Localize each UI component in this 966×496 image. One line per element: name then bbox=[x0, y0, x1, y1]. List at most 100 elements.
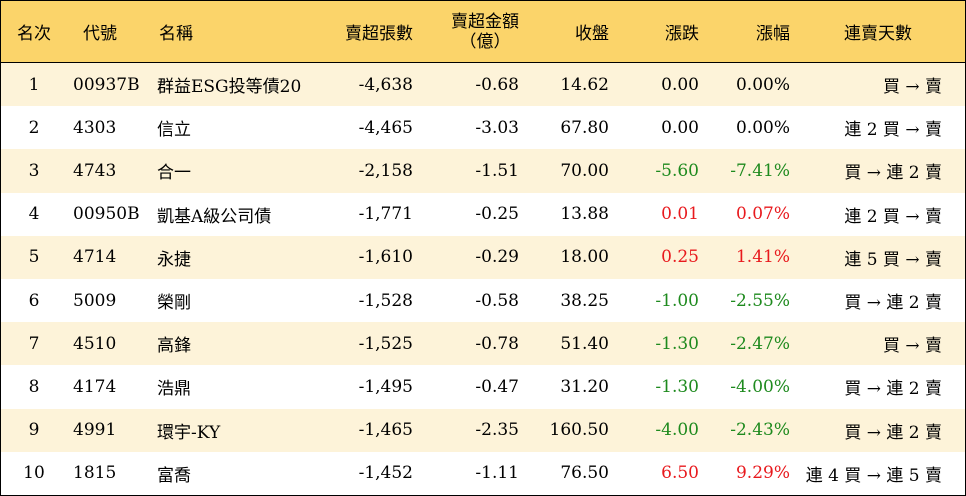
header-name: 名稱 bbox=[159, 24, 193, 44]
row-change: 0.00 bbox=[661, 117, 699, 138]
row-pct: -2.43% bbox=[730, 420, 790, 441]
row-code: 4714 bbox=[73, 247, 117, 268]
row-change: 0.01 bbox=[661, 204, 699, 225]
row-code: 4991 bbox=[73, 420, 117, 441]
row-volume: -1,610 bbox=[358, 247, 413, 268]
row-days: 買 → 賣 bbox=[882, 77, 942, 98]
row-code: 00950B bbox=[73, 204, 140, 225]
table-row: 2 4303 信立 -4,465 -3.03 67.80 0.00 0.00% 連 2 買 → … bbox=[1, 106, 965, 150]
row-code: 4174 bbox=[73, 376, 117, 397]
row-close: 76.50 bbox=[560, 463, 609, 484]
row-rank: 10 bbox=[23, 463, 45, 484]
row-days: 買 → 連 2 賣 bbox=[844, 422, 942, 443]
row-name: 群益ESG投等債20 bbox=[157, 77, 302, 98]
header-amount-line2: （億） bbox=[459, 31, 511, 52]
row-pct: 0.07% bbox=[735, 204, 790, 225]
row-close: 70.00 bbox=[560, 160, 609, 181]
row-rank: 3 bbox=[28, 160, 40, 181]
table-row: 5 4714 永捷 -1,610 -0.29 18.00 0.25 1.41% 連 5 買 → … bbox=[1, 235, 965, 279]
row-days: 連 2 買 → 賣 bbox=[844, 120, 942, 141]
table-body: 1 00937B 群益ESG投等債20 -4,638 -0.68 14.62 0.00 0.0… bbox=[1, 63, 965, 495]
row-close: 51.40 bbox=[560, 333, 609, 354]
row-pct: -2.55% bbox=[730, 290, 790, 311]
header-amount: 賣超金額 （億） bbox=[413, 1, 519, 62]
row-pct: 0.00% bbox=[735, 117, 790, 138]
row-name: 永捷 bbox=[157, 249, 191, 270]
header-change: 漲跌 bbox=[665, 24, 699, 44]
row-code: 5009 bbox=[73, 290, 117, 311]
table-row: 4 00950B 凱基A級公司債 -1,771 -0.25 13.88 0.01 0.07% 連… bbox=[1, 192, 965, 236]
header-volume: 賣超張數 bbox=[345, 24, 413, 44]
row-close: 160.50 bbox=[549, 420, 609, 441]
row-days: 連 2 買 → 賣 bbox=[844, 206, 942, 227]
row-amount: -0.58 bbox=[475, 290, 519, 311]
row-code: 4743 bbox=[73, 160, 117, 181]
header-code: 代號 bbox=[83, 24, 117, 44]
row-volume: -4,638 bbox=[358, 74, 413, 95]
row-rank: 4 bbox=[28, 204, 40, 225]
row-change: 6.50 bbox=[661, 463, 699, 484]
row-amount: -3.03 bbox=[475, 117, 519, 138]
row-amount: -0.78 bbox=[475, 333, 519, 354]
row-change: -1.30 bbox=[655, 333, 699, 354]
row-rank: 8 bbox=[28, 376, 40, 397]
row-code: 4510 bbox=[73, 333, 117, 354]
row-amount: -0.68 bbox=[475, 74, 519, 95]
row-volume: -1,465 bbox=[358, 420, 413, 441]
row-amount: -0.29 bbox=[475, 247, 519, 268]
row-pct: 1.41% bbox=[735, 247, 790, 268]
row-code: 4303 bbox=[73, 117, 117, 138]
row-close: 38.25 bbox=[560, 290, 609, 311]
row-close: 31.20 bbox=[560, 376, 609, 397]
row-name: 環宇-KY bbox=[157, 422, 221, 443]
row-name: 浩鼎 bbox=[157, 379, 191, 400]
header-days: 連賣天數 bbox=[844, 24, 912, 44]
table-row: 1 00937B 群益ESG投等債20 -4,638 -0.68 14.62 0.00 0.0… bbox=[1, 63, 965, 107]
row-close: 18.00 bbox=[560, 247, 609, 268]
table-row: 3 4743 合一 -2,158 -1.51 70.00 -5.60 -7.41% 買 → 連 … bbox=[1, 149, 965, 193]
row-volume: -1,495 bbox=[358, 376, 413, 397]
row-amount: -0.25 bbox=[475, 204, 519, 225]
row-pct: 9.29% bbox=[735, 463, 790, 484]
row-rank: 5 bbox=[28, 247, 40, 268]
row-code: 00937B bbox=[73, 74, 140, 95]
row-pct: -2.47% bbox=[730, 333, 790, 354]
row-close: 67.80 bbox=[560, 117, 609, 138]
header-pct: 漲幅 bbox=[756, 24, 790, 44]
row-close: 14.62 bbox=[560, 74, 609, 95]
row-days: 連 4 買 → 連 5 賣 bbox=[805, 465, 942, 486]
row-rank: 7 bbox=[28, 333, 40, 354]
header-amount-line1: 賣超金額 bbox=[451, 11, 519, 32]
table-header: 名次 代號 名稱 賣超張數 賣超金額 （億） 收盤 漲跌 漲幅 連賣天數 bbox=[1, 1, 965, 63]
row-name: 信立 bbox=[157, 120, 191, 141]
row-days: 買 → 連 2 賣 bbox=[844, 293, 942, 314]
row-days: 買 → 連 2 賣 bbox=[844, 379, 942, 400]
row-name: 高鋒 bbox=[157, 336, 191, 357]
row-rank: 1 bbox=[28, 74, 40, 95]
row-amount: -1.11 bbox=[475, 463, 519, 484]
row-change: -4.00 bbox=[655, 420, 699, 441]
row-volume: -1,452 bbox=[358, 463, 413, 484]
table-row: 10 1815 富喬 -1,452 -1.11 76.50 6.50 9.29% 連 4 買 →… bbox=[1, 451, 965, 495]
row-amount: -2.35 bbox=[475, 420, 519, 441]
table-row: 9 4991 環宇-KY -1,465 -2.35 160.50 -4.00 -2.43% 買 … bbox=[1, 408, 965, 452]
row-change: 0.00 bbox=[661, 74, 699, 95]
header-rank: 名次 bbox=[17, 24, 51, 44]
row-name: 合一 bbox=[157, 163, 191, 184]
row-volume: -1,525 bbox=[358, 333, 413, 354]
row-pct: -4.00% bbox=[730, 376, 790, 397]
row-amount: -0.47 bbox=[475, 376, 519, 397]
row-volume: -2,158 bbox=[358, 160, 413, 181]
row-pct: -7.41% bbox=[730, 160, 790, 181]
row-change: -1.30 bbox=[655, 376, 699, 397]
row-days: 買 → 賣 bbox=[882, 336, 942, 357]
row-name: 榮剛 bbox=[157, 293, 191, 314]
row-days: 買 → 連 2 賣 bbox=[844, 163, 942, 184]
row-name: 富喬 bbox=[157, 465, 191, 486]
row-close: 13.88 bbox=[560, 204, 609, 225]
row-rank: 9 bbox=[28, 420, 40, 441]
row-pct: 0.00% bbox=[735, 74, 790, 95]
row-volume: -1,771 bbox=[358, 204, 413, 225]
row-volume: -1,528 bbox=[358, 290, 413, 311]
